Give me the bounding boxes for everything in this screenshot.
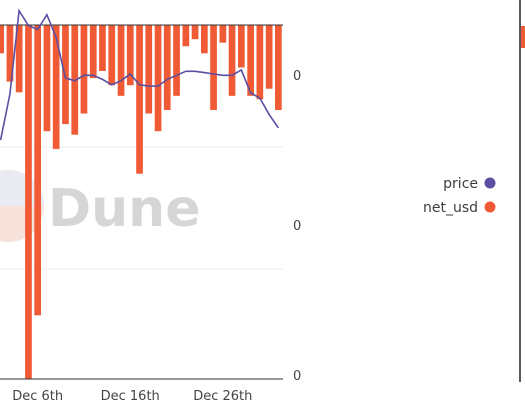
net-usd-bar: [136, 25, 143, 174]
x-axis-tick-label: Dec 6th: [12, 389, 63, 404]
watermark: Dune: [0, 170, 200, 242]
net-usd-bar: [256, 25, 264, 100]
net-usd-bar: [238, 25, 245, 68]
net-usd-bar: [154, 25, 162, 132]
right-axis-tick-label: 0: [293, 369, 301, 384]
net-usd-bar: [34, 25, 41, 316]
net-usd-bar: [265, 25, 273, 89]
x-axis-tick-label: Dec 26th: [193, 389, 252, 404]
legend-label-price: price: [443, 176, 478, 192]
net-usd-bar: [6, 25, 14, 82]
net-usd-bar: [219, 25, 227, 43]
net-usd-bar: [108, 25, 116, 86]
net-usd-bar: [191, 25, 199, 40]
net-usd-bar: [117, 25, 125, 96]
net-usd-bar: [99, 25, 106, 71]
net-usd-bar: [275, 25, 282, 110]
net-usd-bar: [43, 25, 51, 132]
net-usd-bar: [247, 25, 254, 96]
right-axis-tick-label: 0: [293, 69, 301, 84]
price-line: [0, 8, 280, 141]
net-usd-bar: [163, 25, 171, 110]
x-axis-tick-label: Dec 16th: [101, 389, 160, 404]
net-usd-bar: [126, 25, 134, 86]
net-usd-bar: [52, 25, 60, 149]
net-usd-bar: [62, 25, 69, 125]
net-usd-bar: [80, 25, 88, 114]
net-usd-bar: [210, 25, 217, 110]
legend: price net_usd: [423, 176, 496, 216]
net-usd-bar: [25, 25, 32, 379]
net-usd-bar: [145, 25, 153, 114]
net-usd-bar: [228, 25, 236, 96]
net-usd-bar: [201, 25, 208, 54]
watermark-logo-accent-icon: [0, 206, 44, 242]
x-axis-ticks: Dec 6th Dec 16th Dec 26th: [12, 389, 252, 404]
neighbor-panel-bar: [521, 26, 525, 48]
legend-marker-price: [484, 177, 496, 189]
legend-marker-net-usd: [484, 201, 496, 213]
net-usd-bar: [0, 25, 4, 54]
right-axis: 0 0 0: [293, 69, 301, 384]
net-usd-bars: [0, 25, 282, 379]
net-usd-bar: [15, 25, 23, 93]
net-usd-bar: [182, 25, 190, 47]
net-usd-bar: [89, 25, 97, 79]
watermark-text: Dune: [48, 179, 200, 239]
net-usd-bar: [173, 25, 180, 96]
right-axis-tick-label: 0: [293, 219, 301, 234]
legend-label-net-usd: net_usd: [423, 200, 478, 216]
